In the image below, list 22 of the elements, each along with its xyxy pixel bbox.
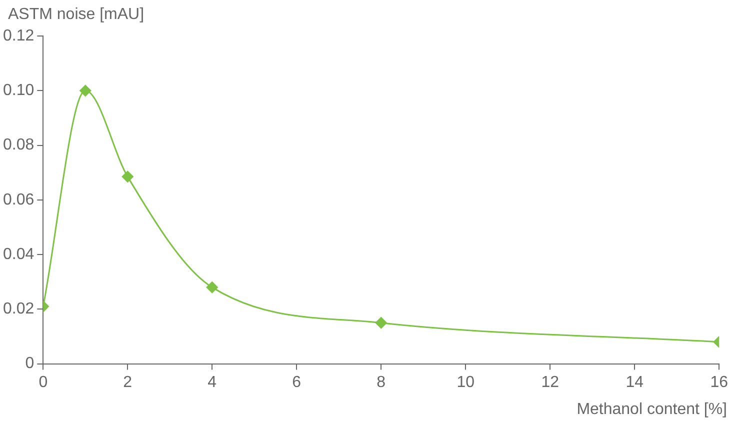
y-tick-label: 0 bbox=[25, 355, 34, 372]
x-tick-label: 8 bbox=[376, 374, 386, 391]
x-tick-label: 16 bbox=[710, 374, 728, 391]
y-tick-label: 0.08 bbox=[3, 136, 34, 154]
x-axis-title: Methanol content [%] bbox=[576, 401, 727, 419]
x-tick-label: 12 bbox=[541, 374, 560, 391]
point bbox=[80, 84, 92, 96]
x-tick-label: 14 bbox=[626, 374, 644, 391]
point bbox=[122, 170, 134, 182]
x-tick-label: 2 bbox=[123, 374, 132, 391]
y-tick-label: 0.04 bbox=[3, 246, 34, 263]
x-tick-label: 6 bbox=[292, 374, 302, 391]
y-tick-label: 0.02 bbox=[3, 300, 34, 318]
y-tick-label: 0.12 bbox=[3, 27, 34, 44]
y-tick-label: 0.06 bbox=[3, 191, 34, 208]
y-axis-title: ASTM noise [mAU] bbox=[8, 6, 144, 24]
y-tick-label: 0.10 bbox=[3, 82, 34, 100]
x-tick-label: 10 bbox=[456, 374, 475, 391]
x-tick-label: 0 bbox=[38, 374, 48, 391]
point bbox=[206, 282, 218, 294]
x-tick-label: 4 bbox=[208, 374, 217, 391]
point bbox=[375, 317, 387, 329]
